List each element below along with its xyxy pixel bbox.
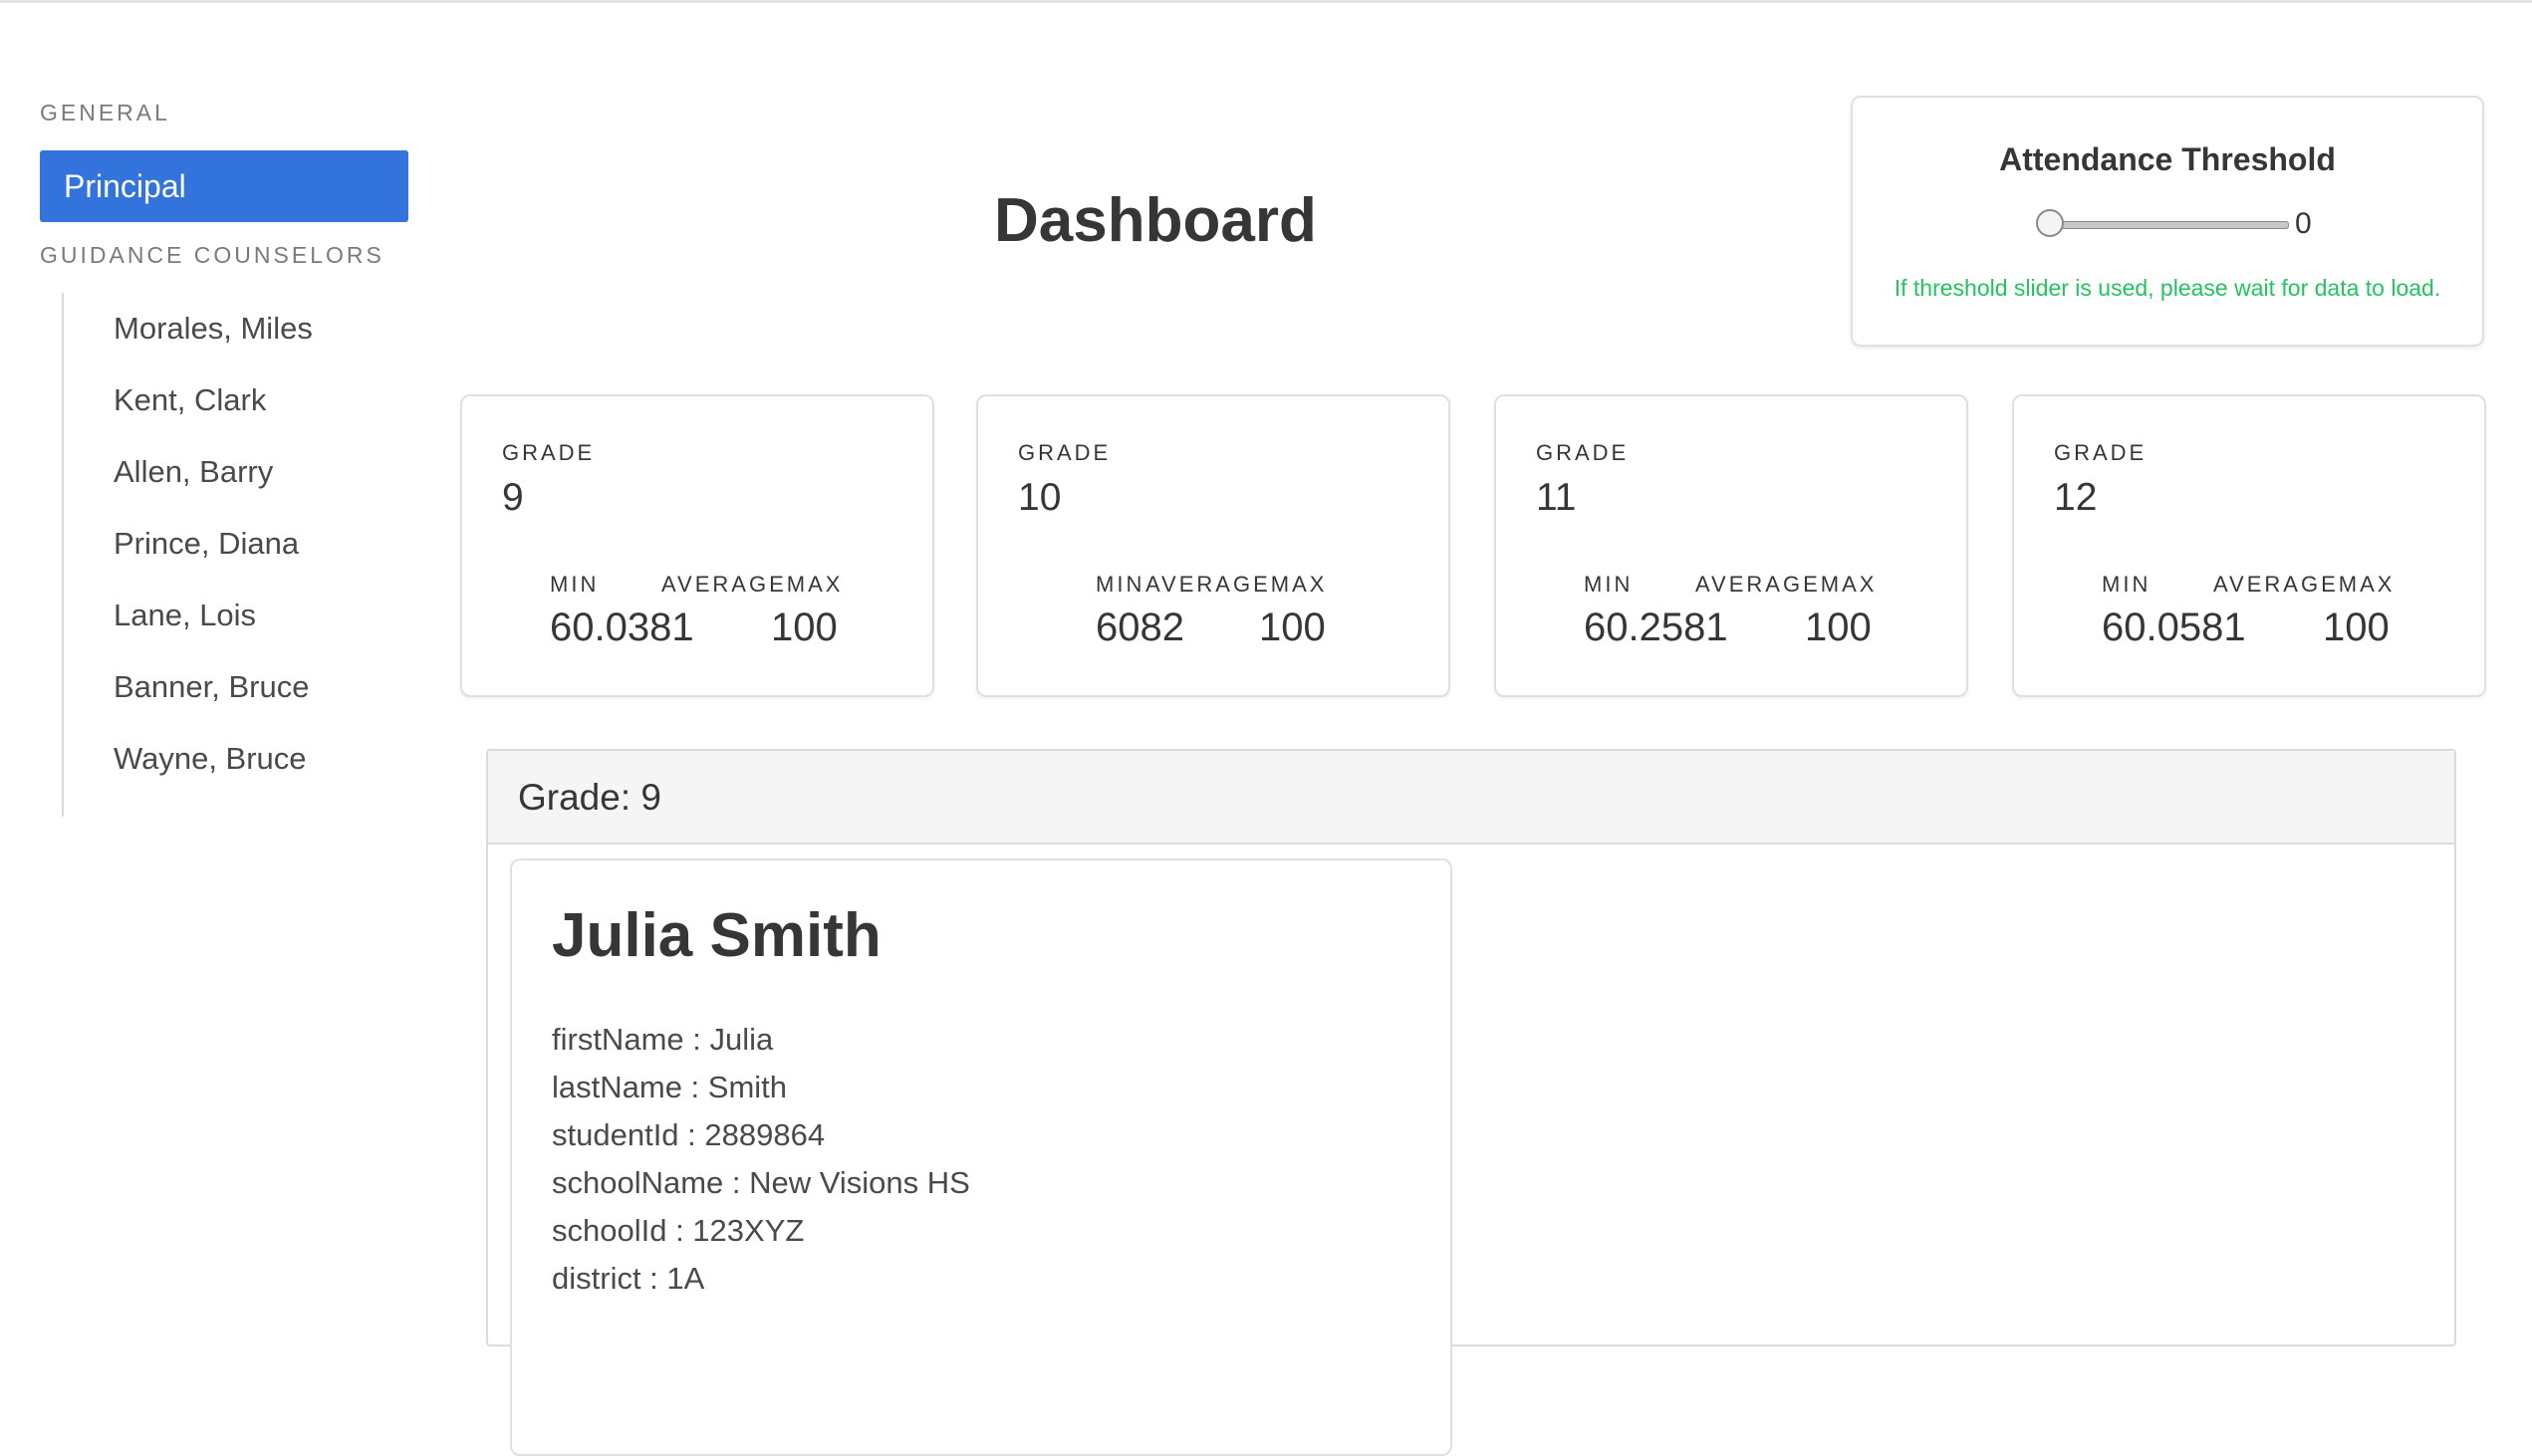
grade-card-11: GRADE 11 MIN AVERAGEMAX 60.2581 100	[1494, 394, 1968, 697]
min-label: MIN	[550, 572, 600, 597]
min-label: MIN	[1584, 572, 1634, 597]
student-details: firstName : Julia lastName : Smith stude…	[552, 1016, 970, 1303]
min-label: MIN	[1096, 572, 1145, 597]
grade-number: 12	[2054, 476, 2098, 519]
student-field: studentId : 2889864	[552, 1117, 826, 1152]
min-value: 6082	[1096, 606, 1184, 649]
grade-number: 9	[502, 476, 524, 519]
grade-card-10: GRADE 10 MIN AVERAGEMAX 6082 100	[976, 394, 1450, 697]
grade-label: GRADE	[502, 440, 596, 465]
threshold-title: Attendance Threshold	[1999, 141, 2336, 177]
slider-thumb[interactable]	[2036, 209, 2064, 237]
max-value: 100	[2323, 606, 2390, 649]
sidebar-item-counselor[interactable]: Wayne, Bruce	[114, 741, 307, 776]
student-field: lastName : Smith	[552, 1070, 788, 1104]
grade-card-9: GRADE 9 MIN AVERAGEMAX 60.0381 100	[460, 394, 934, 697]
sidebar-item-counselor[interactable]: Prince, Diana	[114, 526, 300, 561]
grade-number: 11	[1536, 476, 1577, 519]
grade-label: GRADE	[1536, 440, 1630, 465]
sidebar-item-principal[interactable]: Principal	[40, 150, 408, 222]
average-max-label: AVERAGEMAX	[661, 572, 844, 597]
student-field: schoolName : New Visions HS	[552, 1165, 970, 1200]
max-value: 100	[1805, 606, 1872, 649]
student-card: Julia Smith firstName : Julia lastName :…	[510, 858, 1452, 1456]
sidebar-item-counselor[interactable]: Morales, Miles	[114, 311, 313, 346]
top-border	[0, 0, 2532, 3]
sidebar-item-counselor[interactable]: Kent, Clark	[114, 382, 267, 417]
page-title: Dashboard	[994, 186, 1317, 255]
sidebar-item-counselor[interactable]: Allen, Barry	[114, 454, 274, 489]
sidebar-menu: GENERAL Principal GUIDANCE COUNSELORS Mo…	[40, 100, 408, 833]
student-field: district : 1A	[552, 1261, 705, 1296]
min-value: 60.0381	[550, 606, 694, 649]
average-max-label: AVERAGEMAX	[2213, 572, 2396, 597]
menu-label-guidance-counselors: GUIDANCE COUNSELORS	[40, 242, 384, 268]
counselor-list: Morales, Miles Kent, Clark Allen, Barry …	[62, 293, 408, 817]
threshold-slider[interactable]: 0	[2034, 207, 2313, 241]
student-field: firstName : Julia	[552, 1022, 774, 1057]
min-value: 60.0581	[2102, 606, 2246, 649]
student-field: schoolId : 123XYZ	[552, 1213, 805, 1248]
sidebar-item-counselor[interactable]: Lane, Lois	[114, 598, 257, 632]
max-value: 100	[1259, 606, 1326, 649]
grade-label: GRADE	[1018, 440, 1112, 465]
min-value: 60.2581	[1584, 606, 1728, 649]
grade-section: Grade: 9 Julia Smith firstName : Julia l…	[486, 749, 2456, 1456]
min-label: MIN	[2102, 572, 2152, 597]
threshold-note: If threshold slider is used, please wait…	[1894, 275, 2441, 301]
average-max-label: AVERAGEMAX	[1695, 572, 1878, 597]
grade-card-12: GRADE 12 MIN AVERAGEMAX 60.0581 100	[2012, 394, 2486, 697]
student-name: Julia Smith	[552, 901, 882, 970]
sidebar-item-counselor[interactable]: Banner, Bruce	[114, 669, 310, 704]
attendance-threshold-panel: Attendance Threshold 0 If threshold slid…	[1851, 96, 2484, 347]
average-max-label: AVERAGEMAX	[1145, 572, 1328, 597]
threshold-value: 0	[2295, 207, 2312, 240]
slider-track[interactable]	[2050, 221, 2289, 229]
grade-section-header: Grade: 9	[488, 751, 2454, 845]
grade-label: GRADE	[2054, 440, 2148, 465]
grade-number: 10	[1018, 476, 1062, 519]
menu-label-general: GENERAL	[40, 100, 170, 125]
max-value: 100	[771, 606, 838, 649]
